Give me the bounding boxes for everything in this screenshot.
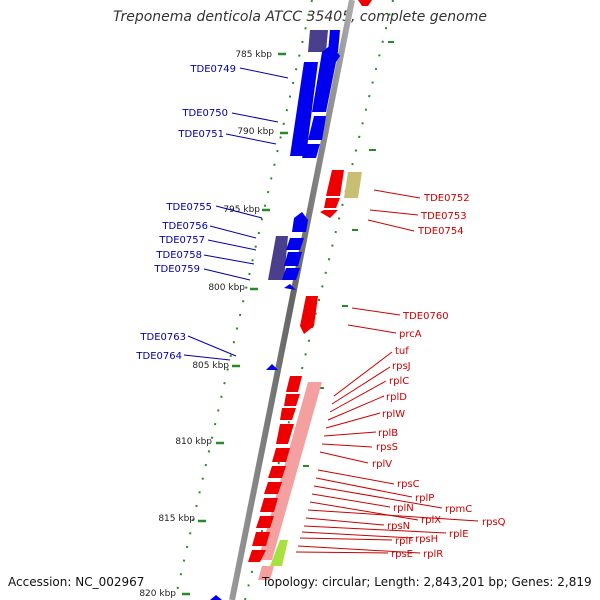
gene-arrow [300, 296, 318, 334]
gene-label-left: TDE0758 [155, 250, 202, 261]
gene-label-right: rplX [421, 515, 441, 526]
gene-arrow [286, 376, 302, 392]
gene-label-right: rpsQ [482, 517, 506, 528]
tick-label: 800 kbp [208, 283, 245, 293]
reverse-genes [248, 0, 372, 580]
gene-block [308, 30, 328, 52]
tick-label: 815 kbp [158, 514, 195, 524]
gene-arrow [272, 448, 290, 462]
gene-arrow [284, 284, 296, 290]
gene-label-right: rplV [372, 459, 392, 470]
gene-arrow [326, 170, 344, 196]
gene-label-right: rplF [395, 536, 414, 547]
forward-genes [210, 30, 340, 600]
gene-label-right: rplN [393, 503, 414, 514]
gene-block [344, 172, 362, 198]
gene-arrow [280, 408, 296, 420]
gene-arrow [284, 252, 302, 266]
tick-label: 785 kbp [235, 50, 272, 60]
outer-ticks [303, 41, 394, 467]
tick-label: 795 kbp [223, 205, 260, 215]
gene-arrow [312, 44, 340, 112]
gene-arrow [292, 212, 308, 232]
gene-label-left: TDE0751 [177, 129, 224, 140]
gene-block [258, 566, 274, 580]
gene-arrow [320, 210, 338, 218]
gene-label-right: rplR [423, 549, 443, 560]
tick-label: 790 kbp [237, 127, 274, 137]
gene-arrow [324, 198, 340, 208]
gene-arrow [290, 62, 318, 156]
gene-label-right: rplW [382, 409, 405, 420]
page-title: Treponema denticola ATCC 35405, complete… [113, 9, 487, 25]
gene-label-right: rpsH [415, 534, 438, 545]
gene-arrow [266, 364, 278, 370]
gene-label-right: rplD [386, 392, 407, 403]
gene-label-right: rplB [378, 428, 398, 439]
gene-label-left: TDE0763 [139, 332, 186, 343]
tick-label: 820 kbp [139, 589, 176, 599]
gene-label-left: TDE0764 [135, 351, 182, 362]
gene-label-right: tuf [395, 346, 409, 357]
gene-arrow [252, 532, 270, 546]
gene-arrow [284, 394, 300, 406]
gene-block [258, 382, 322, 560]
gene-arrow [256, 516, 274, 528]
gene-label-left: TDE0756 [161, 221, 208, 232]
gene-label-left: TDE0750 [181, 108, 228, 119]
gene-label-left: TDE0759 [153, 264, 200, 275]
gene-arrow [248, 550, 266, 562]
gene-arrow [282, 268, 300, 280]
gene-label-right: rplP [415, 493, 434, 504]
gene-label-right: rpmC [445, 504, 472, 515]
genome-backbone [229, 0, 355, 600]
gene-block [270, 540, 288, 566]
accession-text: Accession: NC_002967 [8, 575, 145, 589]
right-leaders [295, 189, 479, 554]
gene-label-right: TDE0752 [423, 193, 470, 204]
left-leaders [183, 67, 289, 361]
gene-arrow [260, 498, 278, 512]
gene-label-right: TDE0754 [417, 226, 464, 237]
gene-label-right: rpsJ [392, 361, 411, 372]
topology-value: Topology: circular; Length: 2,843,201 bp… [262, 575, 592, 589]
gene-label-right: rplC [389, 376, 409, 387]
gene-arrow [268, 466, 286, 478]
tick-marks [182, 52, 288, 596]
gene-label-left: TDE0749 [189, 64, 236, 75]
gene-label-right: TDE0760 [402, 311, 449, 322]
gene-arrow [276, 424, 294, 444]
topology-text: Topology: circular; Length: 2,843,201 bp… [262, 575, 592, 589]
gene-block [268, 236, 288, 280]
gene-arrow [308, 116, 326, 140]
gene-arrow [302, 144, 320, 158]
gene-arrow [286, 238, 304, 250]
outer-dotted-guide [244, 0, 394, 600]
gene-label-right: TDE0753 [420, 211, 467, 222]
gene-arrow [210, 595, 222, 600]
gene-label-left: TDE0755 [165, 202, 212, 213]
gene-arrow [264, 482, 282, 494]
gene-label-right: rplE [449, 529, 469, 540]
tick-label: 805 kbp [192, 361, 229, 371]
gene-block [358, 0, 372, 6]
gene-label-right: prcA [399, 329, 422, 340]
gene-label-right: rpsN [387, 521, 410, 532]
gene-label-right: rpsC [397, 479, 420, 490]
gene-label-right: rpsE [391, 549, 413, 560]
gene-label-left: TDE0757 [158, 235, 205, 246]
tick-label: 810 kbp [175, 437, 212, 447]
gene-label-right: rpsS [376, 442, 398, 453]
